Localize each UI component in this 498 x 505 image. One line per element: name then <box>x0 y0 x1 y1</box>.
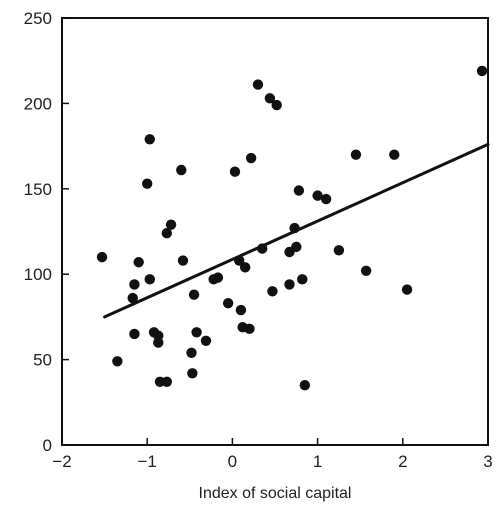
y-tick-label: 50 <box>33 351 52 370</box>
y-axis: 0 50 100 150 200 250 <box>24 9 69 455</box>
data-point <box>360 265 372 276</box>
x-axis: −2 −1 0 1 2 3 <box>52 438 493 471</box>
x-tick-label: 3 <box>483 452 492 471</box>
data-point <box>297 274 308 285</box>
data-point <box>165 219 177 230</box>
data-point <box>200 335 212 347</box>
data-point <box>153 337 164 348</box>
data-point <box>284 279 295 290</box>
x-tick-label: −1 <box>138 452 157 471</box>
data-points <box>96 65 488 391</box>
data-point <box>350 149 362 160</box>
data-point <box>312 190 323 201</box>
data-point <box>177 255 189 266</box>
data-point <box>127 292 138 304</box>
data-point <box>401 284 413 295</box>
data-point <box>187 368 198 379</box>
data-point <box>188 289 200 300</box>
data-point <box>112 356 123 367</box>
data-point <box>212 272 224 283</box>
data-point <box>133 257 144 268</box>
data-point <box>161 376 172 388</box>
x-tick-label: 0 <box>228 452 237 471</box>
x-axis-title: Index of social capital <box>199 485 352 502</box>
data-point <box>476 65 488 77</box>
data-point <box>299 380 311 391</box>
data-point <box>293 185 305 196</box>
data-point <box>222 298 234 309</box>
data-point <box>239 262 251 273</box>
data-point <box>186 347 197 358</box>
data-point <box>229 166 241 177</box>
data-point <box>252 79 264 90</box>
data-point <box>320 193 332 205</box>
data-point <box>161 228 172 239</box>
data-point <box>176 164 187 176</box>
data-point <box>271 99 282 111</box>
data-point <box>129 279 140 290</box>
data-point <box>129 328 140 340</box>
y-tick-label: 250 <box>24 9 52 28</box>
data-point <box>191 327 202 338</box>
data-point <box>245 152 257 164</box>
trend-line <box>103 142 490 319</box>
data-point <box>244 323 255 335</box>
x-tick-label: 1 <box>313 452 322 471</box>
y-tick-label: 200 <box>24 94 52 113</box>
data-point <box>144 274 155 285</box>
data-point <box>267 286 278 297</box>
y-tick-label: 100 <box>24 265 52 284</box>
data-point <box>144 134 155 145</box>
y-tick-label: 0 <box>43 436 52 455</box>
x-tick-label: −2 <box>52 452 71 471</box>
data-point <box>389 149 400 160</box>
y-tick-label: 150 <box>24 180 52 199</box>
data-point <box>333 245 345 256</box>
data-point <box>291 241 302 253</box>
data-point <box>142 178 153 189</box>
x-tick-label: 2 <box>398 452 407 471</box>
data-point <box>235 304 247 316</box>
plot-frame <box>61 17 489 446</box>
data-point <box>96 251 108 263</box>
data-point <box>264 93 276 104</box>
